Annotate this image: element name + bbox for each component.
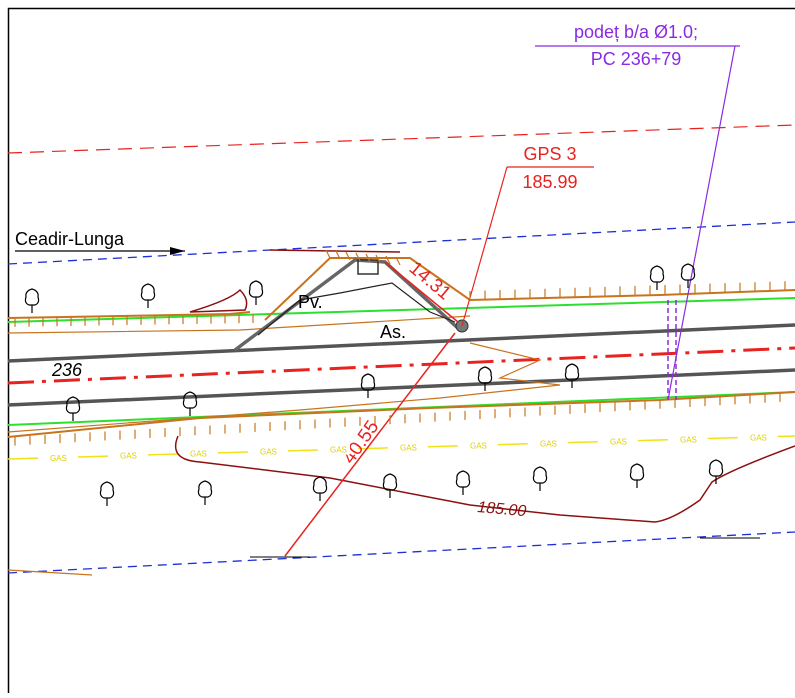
gas-label: GAS <box>680 435 697 444</box>
culvert-station: PC 236+79 <box>591 49 682 69</box>
gas-label: GAS <box>750 433 767 442</box>
bus-stop-label: As. <box>380 322 406 342</box>
gas-label: GAS <box>50 454 67 463</box>
gas-label: GAS <box>190 450 207 459</box>
gps-elevation: 185.99 <box>522 172 577 192</box>
gas-label: GAS <box>120 452 137 461</box>
drawing: podeț b/a Ø1.0; PC 236+79 GPS 3 185.99 C… <box>0 0 795 693</box>
gps-label: GPS 3 <box>523 144 576 164</box>
kilometer-label: 236 <box>51 360 83 380</box>
gas-label: GAS <box>470 441 487 450</box>
page: podeț b/a Ø1.0; PC 236+79 GPS 3 185.99 C… <box>0 0 795 698</box>
culvert-label: podeț b/a Ø1.0; <box>574 22 698 42</box>
gas-label: GAS <box>400 444 417 453</box>
gas-label: GAS <box>260 448 277 457</box>
gas-label: GAS <box>610 437 627 446</box>
pavilion-label: Pv. <box>298 292 323 312</box>
direction-label: Ceadir-Lunga <box>15 229 125 249</box>
gas-label: GAS <box>330 446 347 455</box>
gas-label: GAS <box>540 439 557 448</box>
